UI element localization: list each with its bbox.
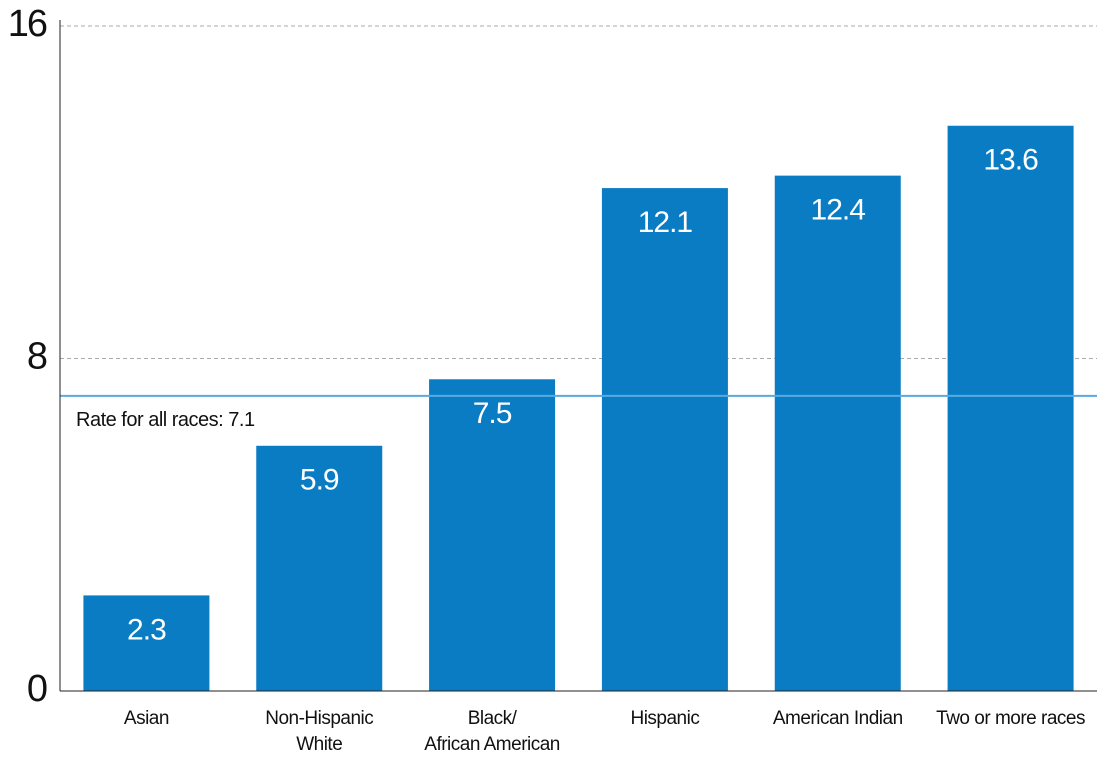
bar (774, 175, 901, 691)
value-label: 5.9 (300, 464, 339, 497)
bar (429, 379, 556, 691)
bar (256, 445, 383, 691)
x-tick-label: American Indian (772, 708, 903, 729)
bar (947, 125, 1074, 691)
y-tick-label: 8 (27, 336, 47, 378)
y-tick-label: 0 (27, 668, 47, 710)
x-tick-label: Hispanic (630, 708, 700, 729)
x-tick-label: Non-Hispanic White (265, 708, 374, 755)
bar (83, 595, 210, 691)
value-label: 13.6 (983, 144, 1038, 177)
bar (601, 188, 728, 691)
x-tick-label: Asian (123, 708, 170, 729)
value-label: 2.3 (127, 613, 166, 646)
x-tick-label: Black/ African American (424, 708, 560, 755)
x-tick-label: Two or more races (936, 708, 1085, 729)
reference-label: Rate for all races: 7.1 (76, 409, 255, 431)
value-label: 7.5 (473, 397, 512, 430)
value-label: 12.1 (638, 206, 693, 239)
y-tick-label: 16 (8, 3, 47, 45)
value-label: 12.4 (811, 194, 866, 227)
